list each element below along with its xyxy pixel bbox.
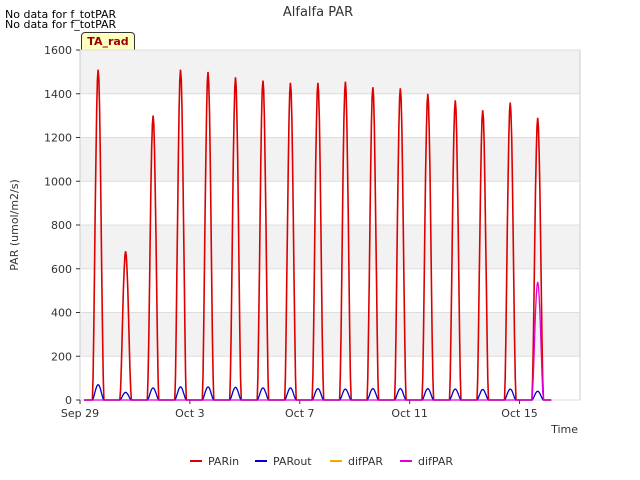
x-tick-label: Oct 11 bbox=[391, 407, 428, 420]
y-tick-label: 800 bbox=[51, 219, 72, 232]
no-data-note-1: No data for f_totPAR bbox=[5, 8, 117, 21]
series-line-parout-1 bbox=[84, 383, 552, 401]
y-tick-label: 1000 bbox=[44, 175, 72, 188]
y-tick-label: 0 bbox=[65, 394, 72, 407]
no-data-note-2: No data for f_totPAR bbox=[5, 18, 117, 31]
series-line-difpar-3 bbox=[84, 281, 552, 401]
x-tick-label: Oct 3 bbox=[175, 407, 205, 420]
series-line-parin-0 bbox=[84, 69, 552, 401]
plot-band bbox=[80, 225, 580, 269]
y-tick-label: 400 bbox=[51, 307, 72, 320]
legend-label: PARout bbox=[273, 455, 312, 468]
x-tick-label: Sep 29 bbox=[61, 407, 99, 420]
y-tick-label: 200 bbox=[51, 350, 72, 363]
y-axis-label: PAR (umol/m2/s) bbox=[8, 179, 21, 271]
x-tick-label: Oct 15 bbox=[501, 407, 538, 420]
y-tick-label: 1200 bbox=[44, 132, 72, 145]
plot-band bbox=[80, 268, 580, 313]
legend-label: difPAR bbox=[418, 455, 453, 468]
y-tick-label: 1400 bbox=[44, 88, 72, 101]
plot-band bbox=[80, 93, 580, 138]
plot-band bbox=[80, 50, 580, 94]
legend-label: PARin bbox=[208, 455, 239, 468]
plot-band bbox=[80, 312, 580, 357]
x-tick-label: Oct 7 bbox=[285, 407, 315, 420]
chart-title: Alfalfa PAR bbox=[283, 5, 353, 20]
plot-band bbox=[80, 181, 580, 225]
plot-band bbox=[80, 356, 580, 400]
y-tick-label: 600 bbox=[51, 263, 72, 276]
ta-rad-badge[interactable]: TA_rad bbox=[81, 32, 135, 52]
x-axis-label: Time bbox=[550, 423, 578, 436]
plot-band bbox=[80, 137, 580, 182]
legend-label: difPAR bbox=[348, 455, 383, 468]
y-tick-label: 1600 bbox=[44, 44, 72, 57]
